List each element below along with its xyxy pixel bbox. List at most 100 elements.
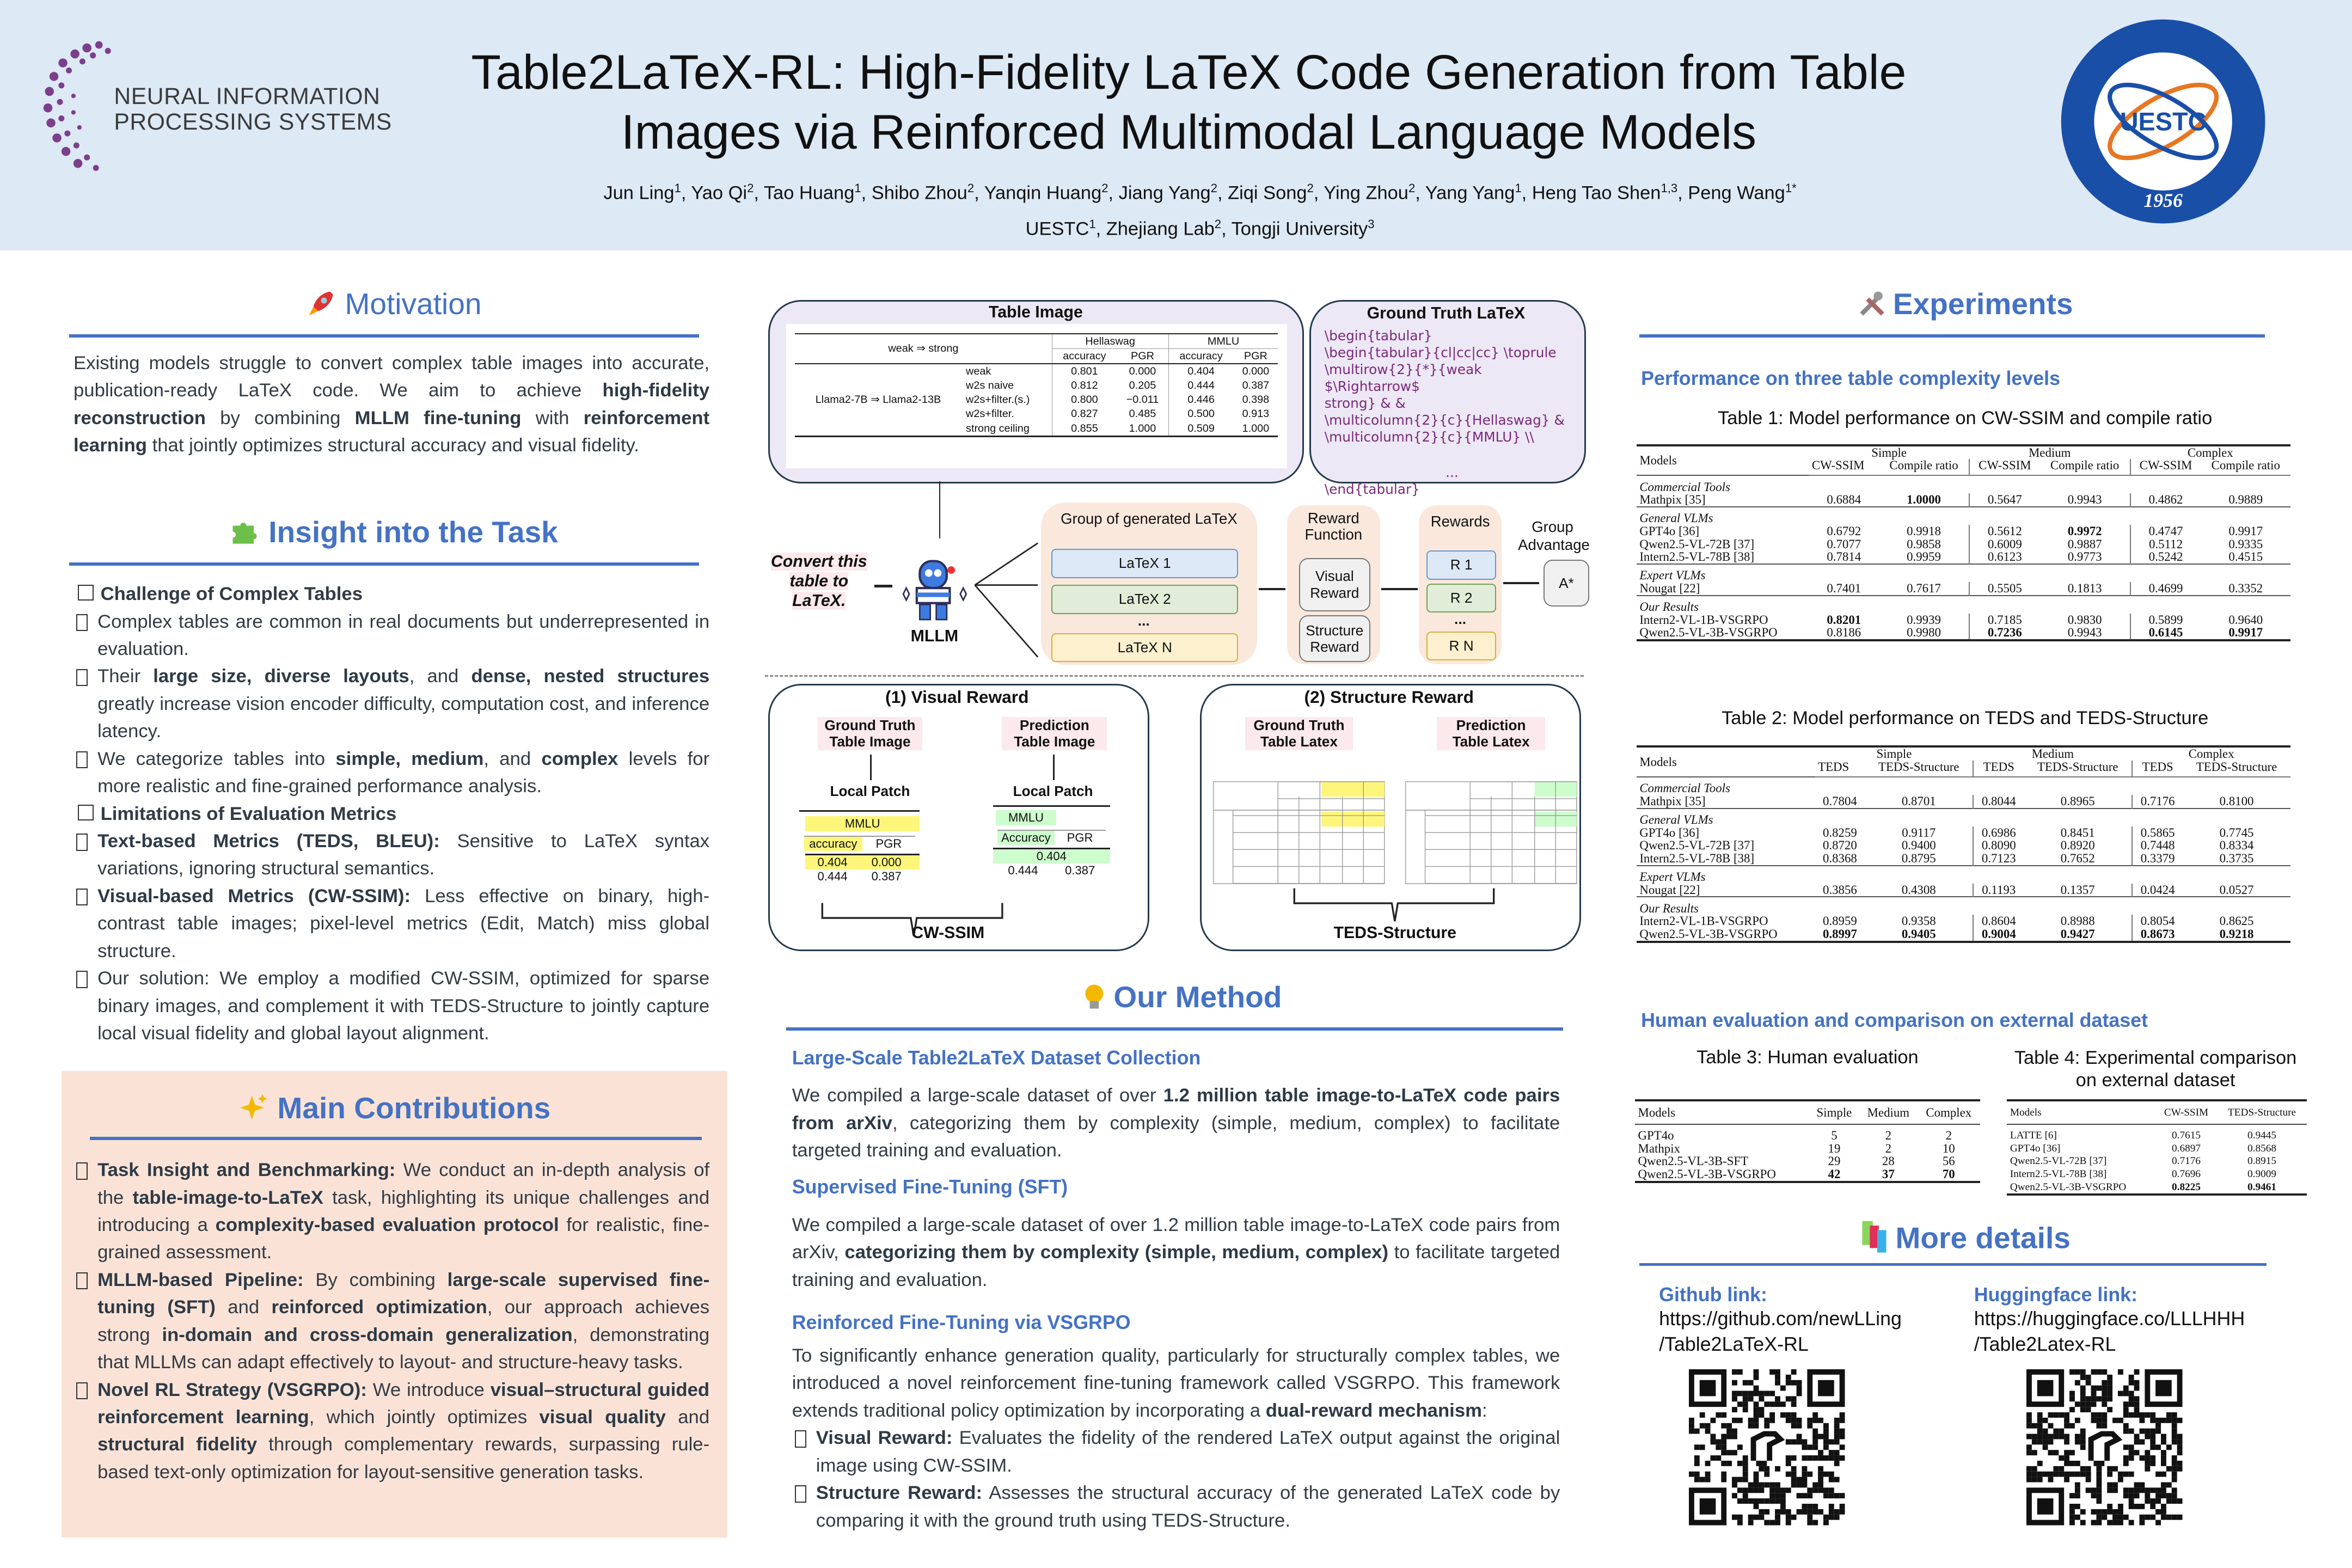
- text-run: , and: [409, 666, 471, 687]
- table-cell: 0.6145: [2129, 626, 2201, 642]
- uestc-seal-icon: UESTC 1956: [2061, 19, 2265, 224]
- method-section-text: We compiled a large-scale dataset of ove…: [792, 1211, 1560, 1294]
- divider: [69, 334, 699, 338]
- github-link-block: Github link: https://github.com/newLLing…: [1659, 1284, 1902, 1357]
- patch-cell: 0.404: [993, 848, 1110, 864]
- table-cell: 0.9773: [2067, 550, 2102, 564]
- pred-local-patch: MMLU Accuracy PGR 0.404 0.444 0.387: [993, 805, 1110, 878]
- divider: [69, 562, 699, 566]
- table-cell: 0.8201: [1827, 612, 1861, 627]
- text-run: Existing models struggle to convert comp…: [73, 352, 710, 401]
- latex-line: ...: [1445, 464, 1459, 480]
- github-link[interactable]: https://github.com/newLLing/Table2LaTeX-…: [1659, 1306, 1902, 1357]
- patch-head: MMLU: [996, 810, 1056, 825]
- arrow: [1258, 587, 1286, 591]
- seal-year: 1956: [2143, 189, 2183, 211]
- huggingface-qr-code[interactable]: [2026, 1369, 2183, 1526]
- text-run: by combining: [205, 407, 355, 428]
- author-list: Jun Ling1, Yao Qi2, Tao Huang1, Shibo Zh…: [603, 181, 1797, 204]
- arrow: [1503, 581, 1539, 585]
- patch-head: MMLU: [805, 816, 920, 831]
- title-line-2: Images via Reinforced Multimodal Languag…: [621, 105, 1757, 160]
- bold-text: Visual-based Metrics (CW-SSIM):: [97, 885, 411, 906]
- motivation-heading: Motivation: [60, 286, 727, 321]
- table-cell: 0.9858: [1907, 537, 1941, 551]
- arrow: [939, 481, 941, 539]
- patch-cell: Accuracy: [997, 830, 1055, 845]
- list-item: Task Insight and Benchmarking: We conduc…: [74, 1156, 709, 1266]
- model-name: Mathpix [35]: [1639, 794, 1706, 808]
- caption-line: on external dataset: [2075, 1070, 2235, 1091]
- table-row: Qwen2.5-VL-3B-SFT 29 28 56: [1635, 1155, 1980, 1168]
- table-cell: 0.3735: [2219, 852, 2254, 866]
- model-name: Intern2.5-VL-78B [38]: [2010, 1168, 2107, 1180]
- table-cell: 0.7401: [1827, 581, 1861, 595]
- author-name: Jun Ling: [603, 182, 675, 204]
- model-name: Intern2.5-VL-78B [38]: [1639, 550, 1755, 564]
- table-cell: 0.7615: [2172, 1129, 2201, 1141]
- table-cell: 0.5242: [2129, 550, 2201, 564]
- model-name: Qwen2.5-VL-72B [37]: [1639, 838, 1755, 853]
- patch-cell: 0.387: [871, 869, 902, 884]
- table-cell: weak: [961, 363, 1052, 379]
- bold-text: MLLM fine-tuning: [354, 407, 522, 428]
- column-group-header: Complex: [2132, 745, 2291, 761]
- author-name: Tao Huang: [763, 182, 855, 204]
- brace: [821, 903, 1003, 936]
- table-cell: 0.9889: [2228, 493, 2263, 507]
- table-cell: 0.4515: [2228, 550, 2263, 564]
- table-row: Qwen2.5-VL-72B [37] 0.7176 0.8915: [2007, 1155, 2307, 1168]
- github-qr-code[interactable]: [1689, 1369, 1845, 1526]
- text-run: We compiled a large-scale dataset of ove…: [792, 1214, 1560, 1263]
- model-name: Intern2-VL-1B-VSGRPO: [1639, 612, 1768, 627]
- table-cell: −0.011: [1126, 394, 1159, 406]
- cw-ssim-label: CW-SSIM: [911, 924, 985, 942]
- affiliation-marker: 3: [1368, 217, 1375, 231]
- text-run: To significantly enhance generation qual…: [792, 1345, 1560, 1421]
- list-item: We categorize tables into simple, medium…: [74, 745, 709, 800]
- table-row: Qwen2.5-VL-72B [37] 0.7077 0.9858 0.6009 0.9…: [1637, 537, 2290, 551]
- model-name: Mathpix [35]: [1639, 493, 1706, 507]
- bold-text: visual–structural guided reinforcement l…: [97, 1379, 710, 1428]
- huggingface-link[interactable]: https://huggingface.co/LLLHHH/Table2Late…: [1974, 1306, 2245, 1357]
- experiments-heading: Experiments: [1635, 286, 2295, 321]
- gt-local-patch-label: Local Patch: [830, 783, 910, 800]
- table-cell: w2s+filter.(s.): [966, 394, 1030, 406]
- url-line[interactable]: https://huggingface.co/LLLHHH: [1974, 1308, 2245, 1330]
- lightbulb-icon: [1085, 984, 1104, 1009]
- bold-text: complex: [541, 748, 618, 769]
- table-row: Mathpix [35] 0.7804 0.8701 0.8044 0.8965 0.71…: [1637, 795, 2290, 808]
- table-cell: 0.8673: [2132, 927, 2183, 943]
- table-row: w2s+filter.(s.) 0.800 −0.011 0.446 0.398: [795, 393, 1278, 407]
- table-cell: 28: [1882, 1154, 1895, 1168]
- list-item: Structure Reward: Assesses the structura…: [792, 1479, 1560, 1534]
- arrow: [874, 585, 893, 587]
- bold-text: Novel RL Strategy (VSGRPO):: [97, 1379, 367, 1400]
- gt-local-patch: MMLU accuracy PGR 0.404 0.000 0.444 0.387: [799, 810, 920, 884]
- table-row: GPT4o [36] 0.8259 0.9117 0.6986 0.8451 0.5865…: [1637, 826, 2290, 840]
- model-name: Intern2.5-VL-78B [38]: [1639, 852, 1755, 866]
- affiliation-marker: 2: [967, 181, 975, 195]
- text-run: Assesses the structural accuracy of the …: [816, 1483, 1560, 1531]
- table-cell: 0.8568: [2247, 1142, 2276, 1154]
- bold-text: large size, diverse layouts: [153, 666, 409, 687]
- table-cell: 1.0000: [1907, 493, 1941, 507]
- reward-1: R 1: [1426, 550, 1497, 580]
- model-name: Qwen2.5-VL-3B-VSGRPO: [2007, 1180, 2156, 1196]
- table-cell: 0.9887: [2067, 537, 2102, 551]
- section-label: Our Results: [1636, 896, 2291, 915]
- table-row: weak ⇒ strong Hellaswag MMLU: [795, 333, 1278, 354]
- section-label: Commercial Tools: [1636, 776, 2291, 795]
- affiliation-marker: 1: [1089, 217, 1096, 231]
- table-cell: 0.1193: [1973, 883, 2024, 897]
- robot-icon: [897, 552, 969, 621]
- table-cell: 0.000: [1233, 363, 1278, 379]
- url-line[interactable]: https://github.com/newLLing: [1659, 1308, 1902, 1330]
- column-header: Models: [2007, 1099, 2156, 1125]
- url-line[interactable]: /Table2Latex-RL: [1974, 1333, 2116, 1356]
- table-row: Qwen2.5-VL-3B-VSGRPO 0.8186 0.9980 0.7236 0.…: [1636, 626, 2291, 642]
- url-line[interactable]: /Table2LaTeX-RL: [1659, 1333, 1809, 1356]
- bold-text: categorizing them by complexity (simple,…: [844, 1242, 1389, 1263]
- neurips-logo-text: NEURAL INFORMATION PROCESSING SYSTEMS: [114, 84, 391, 135]
- table-cell: weak ⇒ strong: [888, 342, 959, 355]
